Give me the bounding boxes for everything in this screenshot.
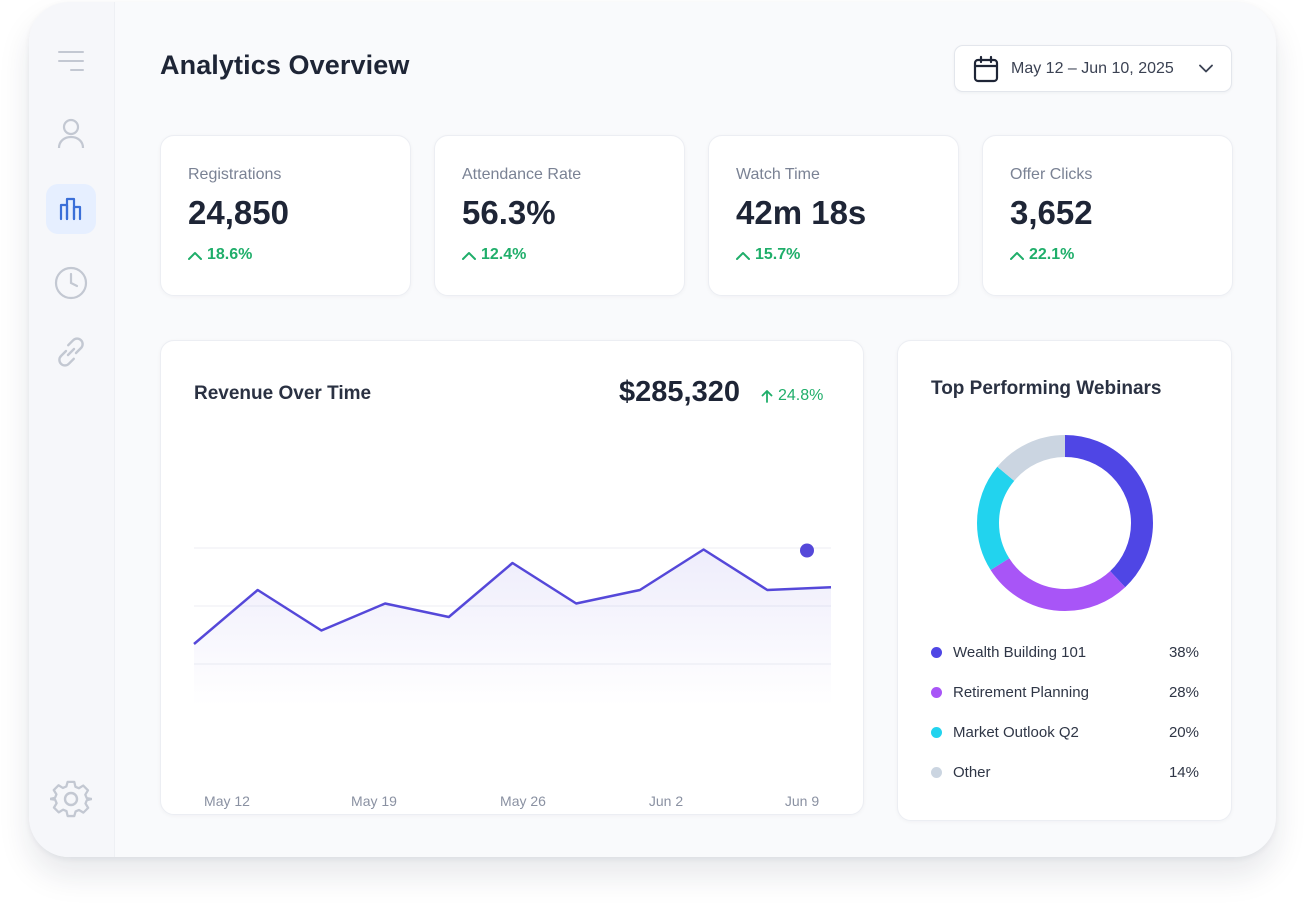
chevron-up-icon xyxy=(1010,251,1024,260)
kpi-delta: 18.6% xyxy=(188,246,252,264)
x-tick-label: May 26 xyxy=(500,793,546,809)
legend-label: Market Outlook Q2 xyxy=(953,723,1079,741)
legend-swatch xyxy=(931,686,942,698)
x-tick-label: Jun 9 xyxy=(785,793,819,809)
page-title: Analytics Overview xyxy=(160,50,410,80)
legend-label: Other xyxy=(953,763,991,781)
kpi-delta: 12.4% xyxy=(462,246,526,264)
legend-label: Retirement Planning xyxy=(953,683,1089,701)
kpi-card-watch-time: Watch Time 42m 18s 15.7% xyxy=(708,135,959,296)
kpi-value: 56.3% xyxy=(462,194,556,231)
kpi-delta-value: 18.6% xyxy=(207,246,253,263)
x-tick-label: Jun 2 xyxy=(649,793,683,809)
revenue-title: Revenue Over Time xyxy=(194,383,372,404)
legend-swatch xyxy=(931,646,942,658)
series-line xyxy=(193,548,832,645)
kpi-value: 3,652 xyxy=(1010,194,1093,231)
revenue-delta: 24.8% xyxy=(761,387,823,405)
kpi-label: Attendance Rate xyxy=(462,166,582,183)
date-range-picker[interactable]: May 12 – Jun 10, 2025 xyxy=(954,45,1232,92)
clock-icon[interactable] xyxy=(46,258,96,308)
kpi-card-attendance-rate: Attendance Rate 56.3% 12.4% xyxy=(434,135,685,296)
kpi-delta-value: 22.1% xyxy=(1029,246,1075,263)
kpi-label: Watch Time xyxy=(736,166,820,183)
legend-swatch xyxy=(931,726,942,738)
donut-slice xyxy=(977,435,1153,611)
top-webinars-title: Top Performing Webinars xyxy=(931,378,1162,399)
webinars-donut-chart xyxy=(977,435,1153,611)
kpi-delta-value: 15.7% xyxy=(755,246,801,263)
legend-value: 14% xyxy=(1168,763,1199,781)
kpi-label: Offer Clicks xyxy=(1010,166,1093,183)
main-content: Analytics Overview May 12 – Jun 10, 2025… xyxy=(115,2,1276,857)
kpi-card-registrations: Registrations 24,850 18.6% xyxy=(160,135,411,296)
date-range-label: May 12 – Jun 10, 2025 xyxy=(1011,59,1174,77)
revenue-line-chart: May 12 May 19 May 26 Jun 2 Jun 9 xyxy=(193,543,832,809)
legend-item: Other 14% xyxy=(931,761,1199,783)
legend-value: 20% xyxy=(1168,723,1199,741)
arrow-up-icon xyxy=(761,390,773,403)
chevron-up-icon xyxy=(462,251,476,260)
x-tick-label: May 19 xyxy=(351,793,397,809)
app-window: Analytics Overview May 12 – Jun 10, 2025… xyxy=(29,2,1276,857)
revenue-delta-value: 24.8% xyxy=(778,387,824,404)
legend-item: Retirement Planning 28% xyxy=(931,681,1199,703)
top-webinars-card: Top Performing Webinars Wealth Building … xyxy=(897,340,1232,821)
user-icon[interactable] xyxy=(46,108,96,158)
menu-icon[interactable] xyxy=(46,36,96,86)
line-area xyxy=(194,549,831,706)
kpi-delta: 15.7% xyxy=(736,246,800,264)
kpi-delta-value: 12.4% xyxy=(481,246,527,263)
kpi-delta: 22.1% xyxy=(1010,246,1074,264)
legend-label: Wealth Building 101 xyxy=(953,643,1087,661)
chevron-up-icon xyxy=(188,251,202,260)
legend-value: 38% xyxy=(1168,643,1199,661)
x-tick-label: May 12 xyxy=(204,793,250,809)
revenue-total: $285,320 xyxy=(619,376,740,408)
legend-item: Wealth Building 101 38% xyxy=(931,641,1199,663)
calendar-icon xyxy=(973,55,999,82)
chevron-down-icon xyxy=(1199,64,1213,73)
link-icon[interactable] xyxy=(46,327,96,377)
chevron-up-icon xyxy=(736,251,750,260)
kpi-value: 42m 18s xyxy=(736,194,867,231)
legend-item: Market Outlook Q2 20% xyxy=(931,721,1199,743)
kpi-label: Registrations xyxy=(188,166,282,183)
gear-icon[interactable] xyxy=(46,775,96,825)
donut-slice xyxy=(977,435,1153,611)
donut-slice xyxy=(977,435,1153,611)
legend-swatch xyxy=(931,766,942,778)
kpi-value: 24,850 xyxy=(188,194,289,231)
kpi-card-offer-clicks: Offer Clicks 3,652 22.1% xyxy=(982,135,1233,296)
highlight-point xyxy=(800,543,814,558)
sidebar xyxy=(29,2,115,857)
bar-chart-icon[interactable] xyxy=(46,184,96,234)
revenue-chart-card: Revenue Over Time $285,320 24.8% May 12 M… xyxy=(160,340,864,815)
legend-value: 28% xyxy=(1168,683,1199,701)
